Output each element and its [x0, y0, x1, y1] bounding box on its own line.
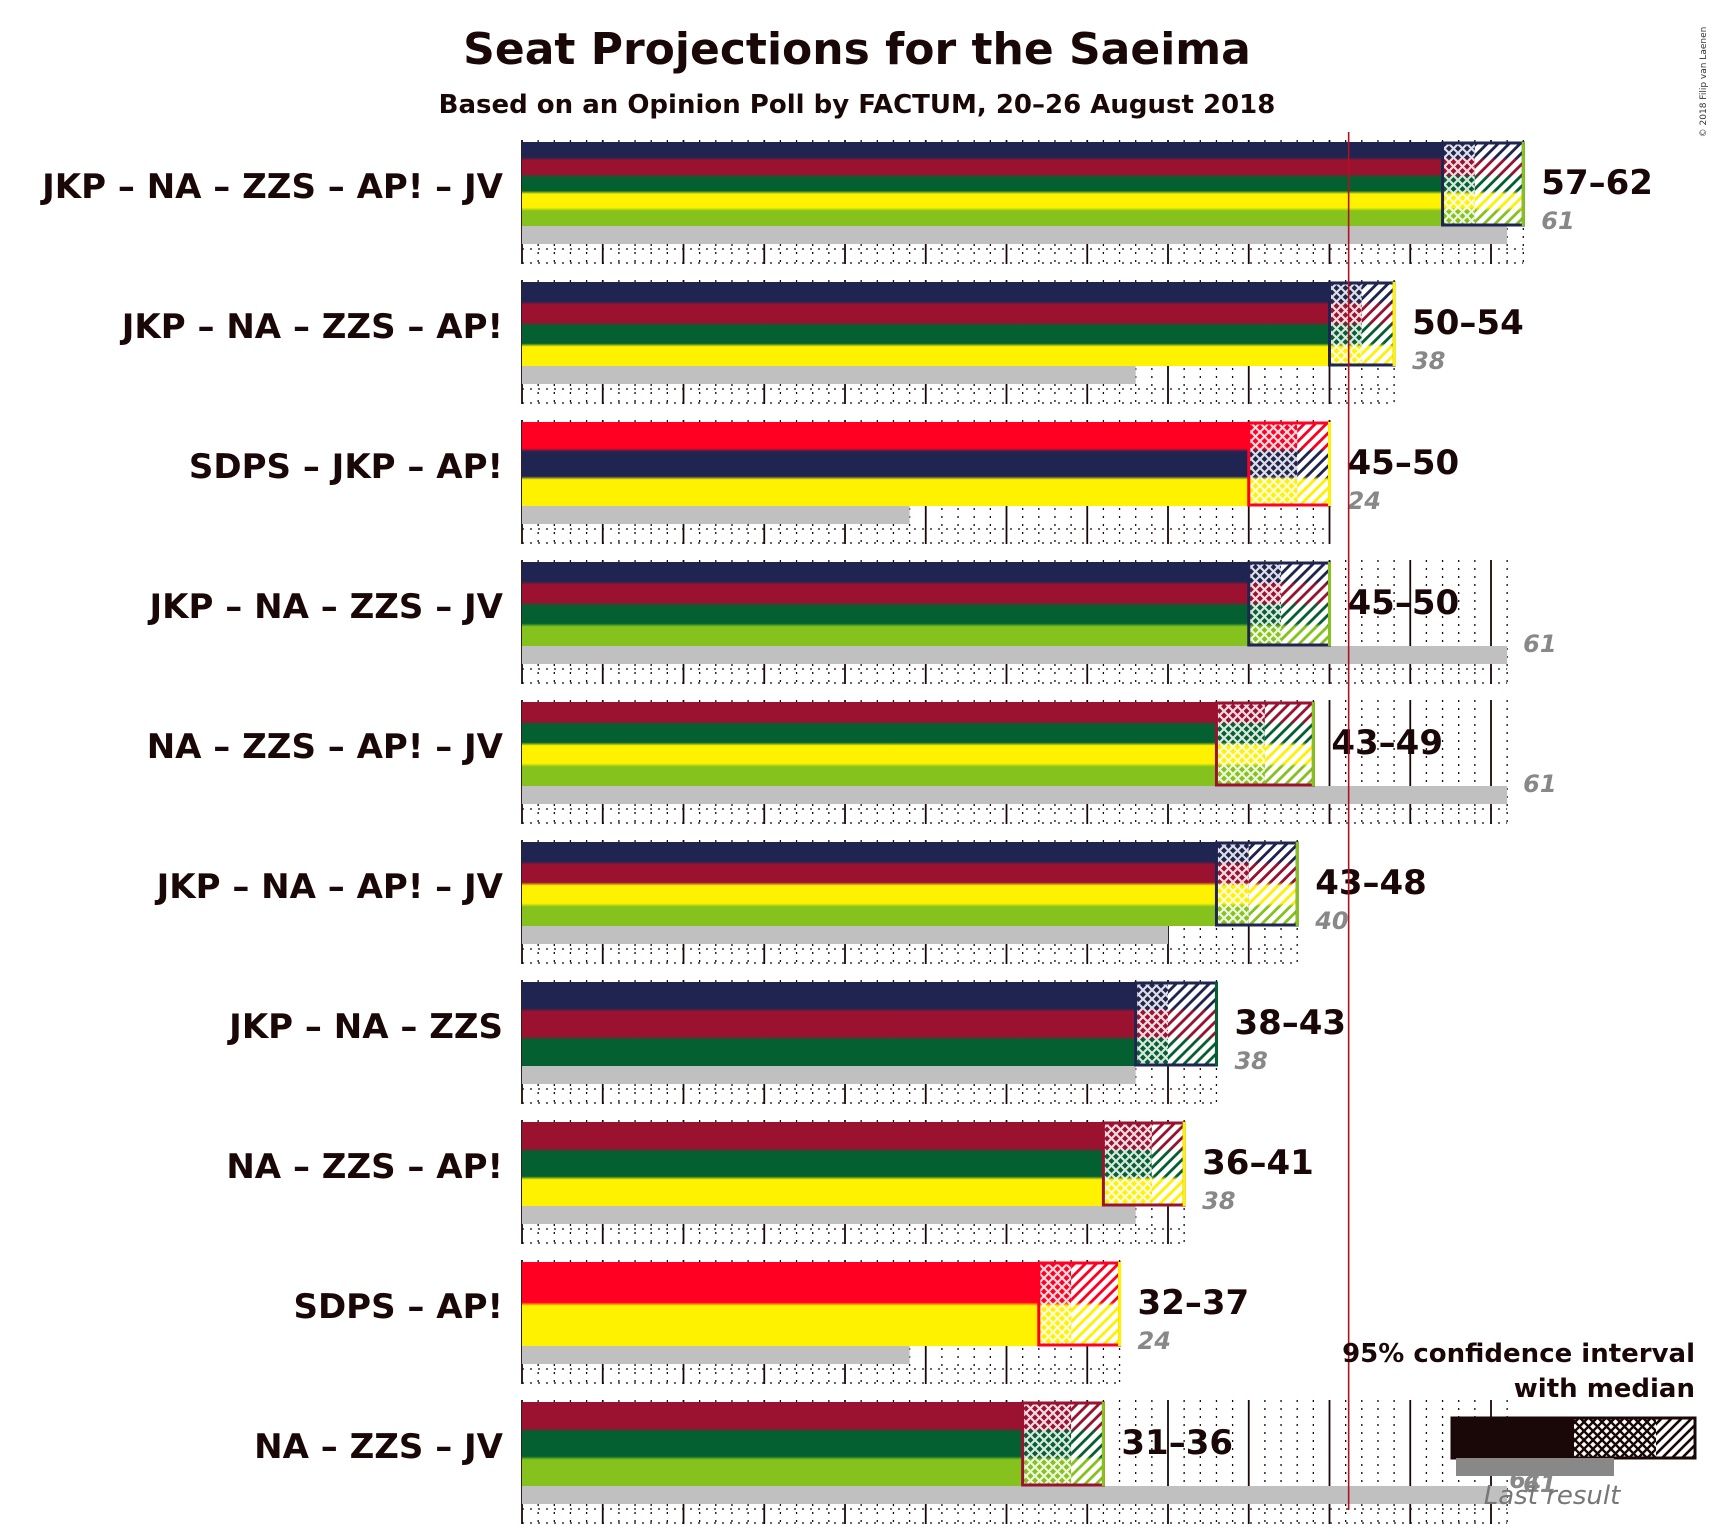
last-result-bar [522, 926, 1168, 944]
coalition-label: JKP – NA – ZZS – AP! – JV [40, 167, 504, 207]
last-result-label: 61 [1541, 207, 1574, 235]
last-result-bar [522, 366, 1136, 384]
legend-last-label: Last result [1484, 1481, 1621, 1511]
legend-crosshatch-bar [1574, 1418, 1656, 1458]
projection-bar [522, 702, 1217, 786]
coalition-row: JKP – NA – ZZS – JV 45–50 61 [148, 561, 1557, 664]
last-result-label: 38 [1234, 1047, 1267, 1075]
coalition-label: SDPS – AP! [293, 1287, 503, 1327]
ci-lower-crosshatch [1248, 562, 1282, 646]
ci-upper-diagonal [1264, 702, 1314, 786]
ci-lower-crosshatch [1329, 282, 1362, 366]
projection-bar [522, 1262, 1039, 1346]
last-result-label: 38 [1412, 347, 1445, 375]
range-label: 45–50 [1348, 583, 1460, 623]
range-label: 31–36 [1121, 1423, 1233, 1463]
projection-bar [522, 562, 1249, 646]
copyright-note: © 2018 Filip van Laenen [1699, 27, 1709, 138]
projection-bar [522, 982, 1136, 1066]
projection-bar [522, 1122, 1104, 1206]
ci-lower-crosshatch [1248, 422, 1298, 506]
ci-lower-crosshatch [1442, 142, 1475, 226]
last-result-label: 61 [1523, 770, 1556, 798]
coalition-row: NA – ZZS – JV 31–36 61 [254, 1401, 1557, 1504]
coalition-row: JKP – NA – ZZS – AP! 50–54 38 [120, 281, 1524, 384]
ci-lower-crosshatch [1103, 1122, 1152, 1206]
coalition-label: SDPS – JKP – AP! [189, 447, 503, 487]
ci-lower-crosshatch [1038, 1262, 1072, 1346]
last-result-bar [522, 786, 1508, 804]
ci-upper-diagonal [1474, 142, 1524, 226]
legend-last-bar [1456, 1458, 1614, 1476]
coalition-row: JKP – NA – ZZS – AP! – JV 57–62 61 [40, 141, 1653, 244]
last-result-label: 24 [1348, 487, 1381, 515]
last-result-bar [522, 506, 910, 524]
ci-lower-crosshatch [1135, 982, 1168, 1066]
coalition-row: NA – ZZS – AP! 36–41 38 [226, 1121, 1314, 1224]
coalition-row: JKP – NA – AP! – JV 43–48 40 [155, 841, 1427, 944]
ci-upper-diagonal [1168, 982, 1217, 1066]
range-label: 43–49 [1331, 723, 1443, 763]
coalition-row: NA – ZZS – AP! – JV 43–49 61 [147, 701, 1557, 804]
ci-lower-crosshatch [1216, 702, 1265, 786]
ci-upper-diagonal [1281, 562, 1330, 646]
last-result-bar [522, 1486, 1508, 1504]
coalition-label: JKP – NA – ZZS – AP! [120, 307, 503, 347]
last-result-bar [522, 1206, 1136, 1224]
range-label: 45–50 [1348, 443, 1460, 483]
projection-bar [522, 1402, 1023, 1486]
coalition-label: NA – ZZS – AP! – JV [147, 727, 504, 767]
ci-upper-diagonal [1151, 1122, 1185, 1206]
coalition-label: JKP – NA – ZZS [227, 1007, 503, 1047]
legend: 95% confidence interval with median 61 L… [1342, 1339, 1697, 1511]
last-result-bar [522, 1346, 910, 1364]
range-label: 50–54 [1412, 303, 1524, 343]
last-result-bar [522, 1066, 1136, 1084]
coalition-label: NA – ZZS – JV [254, 1427, 504, 1467]
range-label: 38–43 [1234, 1003, 1346, 1043]
legend-diagonal-bar [1656, 1418, 1695, 1458]
ci-upper-diagonal [1248, 842, 1298, 926]
last-result-label: 61 [1523, 630, 1556, 658]
chart-title: Seat Projections for the Saeima [463, 24, 1251, 75]
coalition-row: SDPS – JKP – AP! 45–50 24 [189, 421, 1460, 524]
coalition-row: SDPS – AP! 32–37 24 [293, 1261, 1250, 1364]
legend-title-line1: 95% confidence interval [1342, 1339, 1695, 1369]
legend-title-line2: with median [1514, 1374, 1695, 1404]
ci-lower-crosshatch [1216, 842, 1249, 926]
ci-upper-diagonal [1361, 282, 1395, 366]
ci-lower-crosshatch [1022, 1402, 1072, 1486]
projection-bar [522, 142, 1443, 226]
last-result-bar [522, 226, 1508, 244]
last-result-bar [522, 646, 1508, 664]
range-label: 36–41 [1202, 1143, 1314, 1183]
ci-upper-diagonal [1071, 1402, 1104, 1486]
last-result-label: 24 [1138, 1327, 1171, 1355]
legend-last-value: 61 [1509, 1466, 1542, 1494]
last-result-label: 40 [1314, 907, 1348, 935]
ci-upper-diagonal [1297, 422, 1330, 506]
projection-bar [522, 282, 1330, 366]
range-label: 32–37 [1138, 1283, 1250, 1323]
coalition-label: JKP – NA – AP! – JV [155, 867, 504, 907]
chart-subtitle: Based on an Opinion Poll by FACTUM, 20–2… [439, 90, 1276, 120]
range-label: 43–48 [1315, 863, 1427, 903]
ci-upper-diagonal [1071, 1262, 1120, 1346]
projection-bar [522, 842, 1217, 926]
projection-bar [522, 422, 1249, 506]
range-label: 57–62 [1541, 163, 1653, 203]
coalition-label: JKP – NA – ZZS – JV [148, 587, 504, 627]
last-result-label: 38 [1202, 1187, 1235, 1215]
legend-solid-bar [1452, 1418, 1574, 1458]
coalition-label: NA – ZZS – AP! [226, 1147, 503, 1187]
coalition-row: JKP – NA – ZZS 38–43 38 [227, 981, 1346, 1084]
